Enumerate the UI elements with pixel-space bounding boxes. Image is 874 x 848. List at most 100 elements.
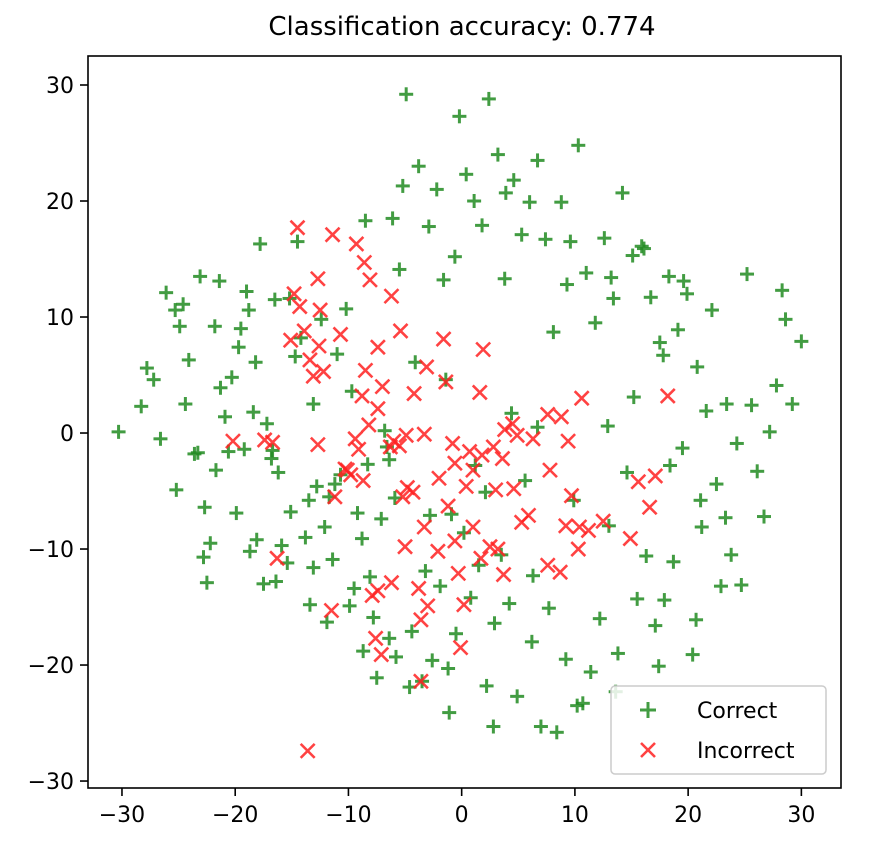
correct-point <box>237 442 252 457</box>
correct-point <box>436 272 451 287</box>
incorrect-point <box>431 470 447 487</box>
chart-title: Classification accuracy: 0.774 <box>268 12 655 42</box>
incorrect-point-stroke <box>398 427 415 444</box>
incorrect-point-stroke <box>356 254 373 271</box>
correct-point <box>570 698 585 713</box>
correct-point <box>566 493 581 508</box>
correct-point <box>231 340 246 355</box>
incorrect-point-stroke <box>282 332 299 349</box>
correct-point <box>197 500 212 515</box>
correct-point <box>750 464 765 479</box>
correct-point <box>685 647 700 662</box>
correct-point <box>502 596 517 611</box>
incorrect-point-stroke <box>309 436 326 453</box>
correct-point <box>452 109 467 124</box>
incorrect-point <box>437 374 454 390</box>
x-tick-label: −30 <box>99 803 145 828</box>
correct-point <box>253 236 268 251</box>
incorrect-point <box>305 368 322 385</box>
axes-layer: −30 −20 −10 0 10 20 30 30 20 10 0 −10 −20 −30 <box>28 74 816 828</box>
incorrect-point <box>406 385 423 402</box>
incorrect-point-stroke <box>315 363 332 380</box>
incorrect-point-stroke <box>326 488 343 505</box>
incorrect-point-stroke <box>487 481 504 498</box>
correct-point <box>579 265 594 280</box>
correct-point <box>441 661 456 676</box>
incorrect-point <box>465 519 481 535</box>
incorrect-point-stroke <box>622 530 639 547</box>
incorrect-point <box>324 226 341 243</box>
incorrect-point-stroke <box>312 302 329 318</box>
correct-point <box>298 530 313 545</box>
incorrect-point-stroke <box>412 611 429 628</box>
correct-point <box>399 87 414 102</box>
incorrect-point <box>461 443 478 460</box>
correct-point <box>213 380 228 395</box>
correct-point <box>663 458 678 473</box>
incorrect-point-stroke <box>429 543 446 560</box>
incorrect-point-stroke <box>571 519 588 535</box>
incorrect-point <box>641 499 658 516</box>
incorrect-point <box>435 331 452 347</box>
incorrect-point <box>383 574 400 591</box>
correct-point <box>408 355 423 370</box>
correct-point <box>425 653 440 668</box>
incorrect-point-stroke <box>305 368 322 385</box>
correct-point <box>626 390 641 405</box>
incorrect-point-stroke <box>495 566 512 583</box>
incorrect-point-stroke <box>525 430 541 447</box>
correct-point <box>392 262 407 277</box>
correct-point <box>203 536 218 551</box>
correct-point <box>256 576 271 591</box>
correct-point <box>514 227 529 242</box>
incorrect-point <box>348 236 365 252</box>
correct-point <box>530 153 545 168</box>
incorrect-point <box>571 519 588 535</box>
incorrect-point-stroke <box>431 470 447 487</box>
legend-correct-marker <box>640 702 656 718</box>
incorrect-point-stroke <box>557 517 574 534</box>
correct-point <box>487 616 502 631</box>
incorrect-point <box>392 323 409 339</box>
legend-correct-label: Correct <box>697 699 778 724</box>
incorrect-point <box>539 406 556 423</box>
correct-point <box>208 463 223 478</box>
correct-point <box>643 290 658 305</box>
correct-point <box>559 277 574 292</box>
incorrect-point <box>354 387 370 404</box>
incorrect-point-stroke <box>539 406 556 423</box>
incorrect-point-stroke <box>309 270 326 287</box>
correct-point <box>740 267 755 282</box>
incorrect-point-stroke <box>560 433 577 450</box>
incorrect-point <box>659 387 676 404</box>
correct-point <box>421 219 436 234</box>
incorrect-point-stroke <box>456 596 472 613</box>
incorrect-point-stroke <box>369 400 386 417</box>
correct-point <box>146 372 161 387</box>
incorrect-point-stroke <box>435 331 452 347</box>
correct-point <box>694 519 709 534</box>
incorrect-point-stroke <box>452 639 469 656</box>
correct-point <box>762 424 777 439</box>
correct-point <box>385 211 400 226</box>
incorrect-point-stroke <box>509 427 526 444</box>
incorrect-point-stroke <box>630 473 647 490</box>
correct-point <box>592 611 607 626</box>
correct-point <box>670 322 685 337</box>
correct-point <box>181 352 196 367</box>
correct-point <box>675 441 690 456</box>
correct-point <box>248 355 263 370</box>
correct-point <box>656 348 671 363</box>
correct-point <box>524 634 539 649</box>
correct-point <box>366 610 381 625</box>
incorrect-point <box>315 363 332 380</box>
correct-point <box>729 436 744 451</box>
incorrect-point-stroke <box>394 488 411 505</box>
incorrect-point <box>557 517 574 534</box>
plot-frame <box>87 55 842 789</box>
incorrect-point <box>495 566 512 583</box>
incorrect-point <box>412 611 429 628</box>
x-tick-label: 30 <box>787 803 815 828</box>
correct-point <box>246 405 261 420</box>
correct-point <box>490 147 505 162</box>
